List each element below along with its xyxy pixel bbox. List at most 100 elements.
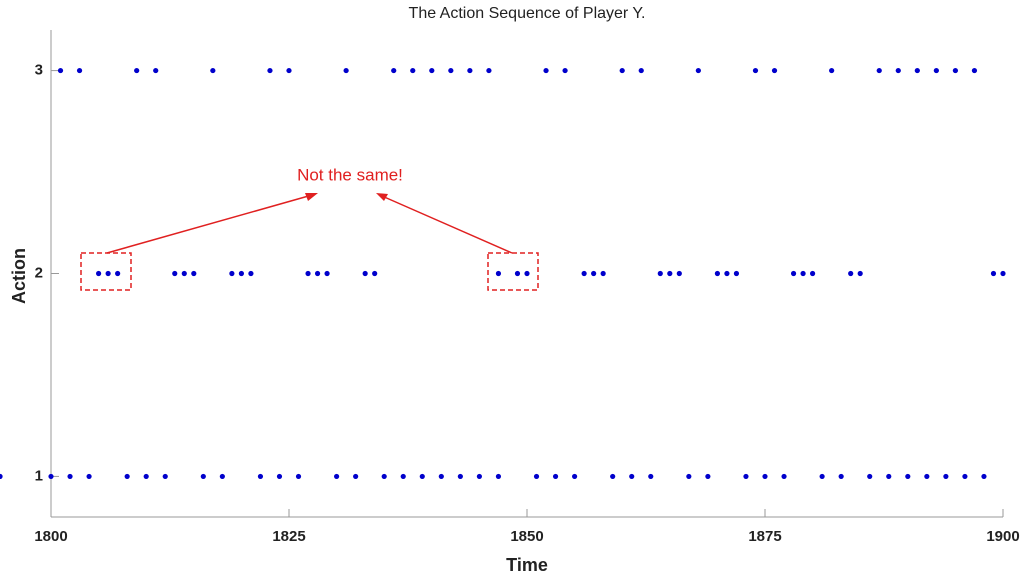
point [971,67,978,74]
x-tick-label: 1825 [272,528,305,545]
point [134,67,140,74]
point [514,270,521,277]
point [610,473,616,480]
point [343,67,349,74]
arrow-head [305,193,318,201]
point [219,473,225,480]
arrow [106,194,313,254]
point [67,473,73,480]
point [172,270,178,277]
point [372,270,378,277]
point [429,67,435,74]
point [752,67,759,74]
point [933,67,939,74]
point [648,473,654,480]
point [790,270,797,277]
arrow [381,195,513,254]
annotation-shapes [80,193,539,291]
point [952,67,959,74]
point [819,473,825,480]
point [686,473,692,480]
point [124,473,130,480]
point [886,473,892,480]
annotation: Not the same! [297,165,403,184]
point [705,473,711,480]
point [781,473,787,480]
point [943,473,949,480]
point [105,270,111,277]
point [629,473,635,480]
point [238,270,244,277]
point [457,473,463,480]
chart-title: The Action Sequence of Player Y. [409,5,646,22]
point [362,270,368,277]
point [495,473,502,480]
point [76,67,83,74]
point [210,67,216,74]
point [229,270,235,277]
point [667,270,673,277]
point [676,270,682,277]
point [48,473,54,480]
x-axis-label: Time [506,555,548,575]
point [410,67,416,74]
point [591,270,597,277]
point [86,473,92,480]
point [724,270,730,277]
point [267,67,273,74]
point [543,67,549,74]
point [438,473,444,480]
point [448,67,454,74]
point [876,67,882,74]
point [990,270,997,277]
point [476,473,482,480]
point [638,67,644,74]
point [162,473,168,480]
point [334,473,340,480]
point [248,270,254,277]
point [295,473,302,480]
point [324,270,330,277]
point [191,270,197,277]
point [400,473,406,480]
point [276,473,283,480]
point [419,473,425,480]
point [829,67,835,74]
arrow-head [376,193,388,201]
point [143,473,149,480]
point [714,270,721,277]
point [0,473,3,480]
y-axis-label: Action [9,248,29,304]
point [857,270,863,277]
point [153,67,159,74]
point [57,67,64,74]
point [810,270,816,277]
x-tick-label: 1900 [986,528,1019,545]
point [381,473,387,480]
point [762,473,768,480]
point [800,270,806,277]
point [895,67,901,74]
point [524,270,530,277]
point [657,270,663,277]
point [562,67,568,74]
point [1000,270,1006,277]
point [181,270,187,277]
point [286,67,292,74]
point [905,473,911,480]
highlight-box [80,252,132,291]
point [257,473,264,480]
point [743,473,749,480]
point [924,473,930,480]
point [914,67,920,74]
point [600,270,606,277]
point [581,270,587,277]
highlight-box [487,252,539,291]
x-tick-label: 1800 [34,528,67,545]
point [695,67,701,74]
point [115,270,121,277]
y-tick-label: 1 [35,467,43,484]
point [467,67,473,74]
y-tick-label: 3 [35,62,43,79]
